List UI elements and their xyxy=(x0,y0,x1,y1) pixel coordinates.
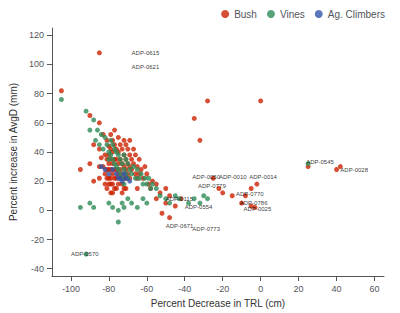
svg-text:ADP-0028: ADP-0028 xyxy=(340,167,368,173)
svg-text:Percent increase in AvgD (mm): Percent increase in AvgD (mm) xyxy=(8,83,19,221)
svg-text:ADP-0615: ADP-0615 xyxy=(132,50,160,56)
svg-text:ADP-0014: ADP-0014 xyxy=(249,174,277,180)
svg-text:Ag. Climbers: Ag. Climbers xyxy=(328,9,385,20)
svg-text:ADP-0779: ADP-0779 xyxy=(198,183,226,189)
svg-text:-40: -40 xyxy=(31,264,44,274)
svg-text:Percent Decrease in TRL (cm): Percent Decrease in TRL (cm) xyxy=(151,298,286,309)
svg-text:60: 60 xyxy=(370,284,380,294)
svg-text:Bush: Bush xyxy=(234,9,257,20)
svg-text:ADP-0770: ADP-0770 xyxy=(236,191,264,197)
svg-text:20: 20 xyxy=(294,284,304,294)
svg-text:ADP-0545: ADP-0545 xyxy=(306,159,334,165)
svg-text:-20: -20 xyxy=(31,235,44,245)
svg-text:Vines: Vines xyxy=(280,9,305,20)
svg-text:ADP-0115: ADP-0115 xyxy=(166,196,194,202)
svg-text:ADP-0671: ADP-0671 xyxy=(166,223,194,229)
svg-text:80: 80 xyxy=(34,89,44,99)
svg-text:-60: -60 xyxy=(140,284,153,294)
svg-text:ADP-0786: ADP-0786 xyxy=(239,200,268,207)
svg-text:ADP-0570: ADP-0570 xyxy=(71,251,99,257)
svg-text:0: 0 xyxy=(39,205,44,215)
svg-text:ADP-0050: ADP-0050 xyxy=(192,174,220,180)
svg-text:-40: -40 xyxy=(178,284,191,294)
svg-text:ADP-0773: ADP-0773 xyxy=(192,226,220,232)
svg-text:0: 0 xyxy=(258,284,263,294)
svg-text:100: 100 xyxy=(29,59,44,69)
svg-text:ADP-0010: ADP-0010 xyxy=(219,174,247,180)
svg-text:-20: -20 xyxy=(216,284,229,294)
svg-text:40: 40 xyxy=(34,147,44,157)
svg-text:-100: -100 xyxy=(62,284,80,294)
svg-text:40: 40 xyxy=(332,284,342,294)
svg-text:ADP-0554: ADP-0554 xyxy=(185,204,213,210)
svg-text:ADP-0025: ADP-0025 xyxy=(244,206,272,212)
svg-text:120: 120 xyxy=(29,30,44,40)
svg-text:-80: -80 xyxy=(102,284,115,294)
svg-text:60: 60 xyxy=(34,118,44,128)
svg-text:20: 20 xyxy=(34,176,44,186)
svg-text:ADP-0621: ADP-0621 xyxy=(132,64,160,70)
